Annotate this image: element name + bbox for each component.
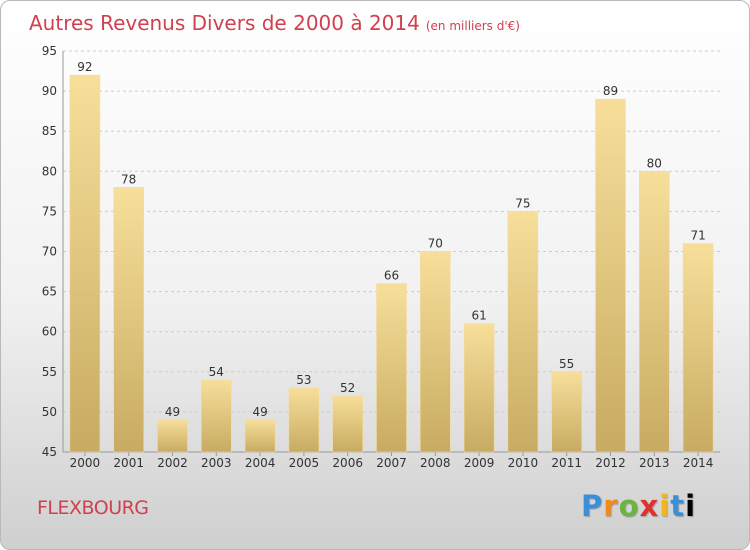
bar-2009 (463, 323, 495, 453)
bar-2008 (420, 251, 451, 453)
x-tick-label: 2011 (551, 456, 582, 470)
bar-2006 (332, 395, 363, 453)
bar-2013 (639, 171, 670, 453)
data-label: 54 (209, 365, 224, 379)
y-tick-label: 85 (42, 124, 57, 138)
x-tick-label: 2014 (683, 456, 714, 470)
x-tick-label: 2013 (639, 456, 670, 470)
data-label: 52 (340, 381, 355, 395)
chart-title-text: Autres Revenus Divers de 2000 à 2014 (29, 11, 420, 35)
bar-2014 (682, 243, 714, 453)
data-label: 70 (428, 237, 443, 251)
data-label: 75 (515, 196, 530, 210)
axes: 45 50 55 60 65 70 75 80 85 90 95 2000 2001 2002 2003 20… (42, 44, 720, 470)
y-tick-label: 60 (42, 325, 57, 339)
x-tick-label: 2002 (157, 456, 188, 470)
bar-2007 (376, 283, 407, 453)
x-tick-label: 2003 (201, 456, 232, 470)
y-tick-label: 75 (42, 204, 57, 218)
data-label: 55 (559, 357, 574, 371)
data-label: 53 (296, 373, 311, 387)
x-tick-label: 2009 (464, 456, 495, 470)
data-label: 80 (647, 156, 662, 170)
y-tick-label: 65 (42, 285, 57, 299)
data-label: 49 (165, 405, 180, 419)
bar-2004 (244, 419, 276, 453)
y-tick-label: 50 (42, 405, 57, 419)
x-tick-label: 2006 (332, 456, 363, 470)
x-tick-label: 2005 (289, 456, 320, 470)
bar-2002 (157, 419, 188, 453)
x-tick-label: 2001 (113, 456, 144, 470)
y-tick-label: 70 (42, 245, 57, 259)
proxiti-logo: Proxiti (581, 489, 697, 523)
y-tick-label: 95 (42, 44, 57, 58)
chart-title-unit: (en milliers d'€) (425, 19, 520, 33)
x-tick-label: 2012 (595, 456, 626, 470)
x-tick-label: 2008 (420, 456, 451, 470)
data-label: 92 (77, 60, 92, 74)
y-tick-label: 55 (42, 365, 57, 379)
bar-2001 (113, 187, 144, 453)
bar-2012 (595, 98, 626, 453)
bar-2005 (288, 387, 320, 453)
data-labels: 92 78 49 54 49 53 52 66 70 61 75 55 89 80 71 (77, 60, 705, 419)
bar-2010 (507, 211, 539, 453)
chart-title: Autres Revenus Divers de 2000 à 2014 (en … (29, 11, 520, 35)
place-name: FLEXBOURG (37, 497, 149, 519)
bars (69, 74, 714, 453)
data-label: 66 (384, 269, 399, 283)
x-tick-label: 2004 (245, 456, 276, 470)
bar-2011 (551, 371, 582, 453)
data-label: 71 (690, 228, 705, 242)
bar-2000 (69, 74, 101, 453)
data-label: 78 (121, 172, 136, 186)
y-tick-label: 45 (42, 445, 57, 459)
x-tick-label: 2000 (70, 456, 101, 470)
data-label: 89 (603, 84, 618, 98)
data-label: 61 (471, 309, 486, 323)
y-tick-label: 90 (42, 84, 57, 98)
data-label: 49 (252, 405, 267, 419)
bar-2003 (201, 379, 232, 453)
x-tick-label: 2007 (376, 456, 407, 470)
x-tick-label: 2010 (508, 456, 539, 470)
y-tick-label: 80 (42, 164, 57, 178)
